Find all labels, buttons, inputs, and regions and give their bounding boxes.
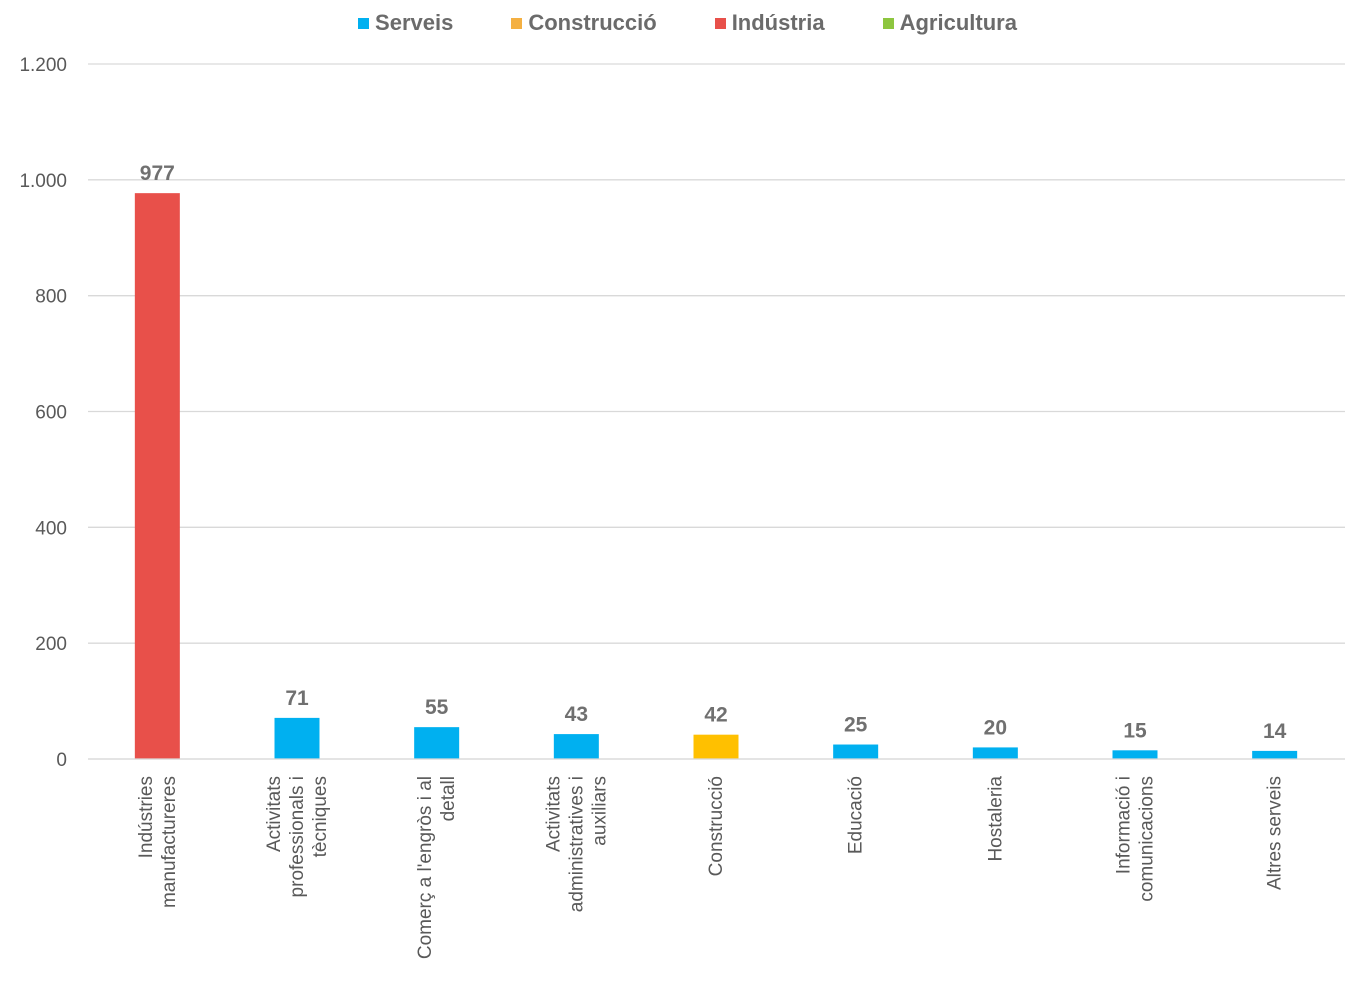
x-tick-label-line: Indústries: [136, 776, 157, 858]
legend-label: Agricultura: [899, 10, 1017, 35]
bar: [414, 727, 460, 759]
x-tick-label-line: detall: [438, 776, 459, 821]
data-label: 14: [1263, 720, 1287, 743]
x-tick-label-line: comunicacions: [1137, 776, 1158, 902]
data-label: 43: [565, 703, 588, 726]
x-tick-label-line: auxiliars: [589, 776, 610, 846]
data-label: 20: [984, 716, 1007, 739]
x-tick-label-line: Informació i: [1114, 776, 1135, 874]
x-tick-label: Educació: [846, 776, 867, 854]
x-tick-label: Informació i comunicacions: [1114, 776, 1158, 902]
data-label: 977: [140, 162, 175, 185]
x-tick-label: Construcció: [706, 776, 727, 876]
legend-swatch: [882, 17, 894, 29]
legend-item: Construcció: [511, 10, 657, 36]
y-tick-label: 1.200: [19, 55, 67, 76]
x-tick-label: Indústries manufactureres: [136, 776, 180, 908]
x-tick-label: Hostaleria: [985, 776, 1006, 862]
bar: [1252, 750, 1298, 759]
legend-label: Serveis: [375, 10, 454, 35]
bar: [693, 734, 739, 759]
data-label: 15: [1123, 719, 1147, 742]
bar: [972, 747, 1018, 759]
legend-item: Indústria: [714, 10, 825, 36]
data-label: 25: [844, 714, 868, 737]
x-tick-label-line: Educació: [846, 776, 867, 854]
data-label: 55: [425, 696, 449, 719]
legend-swatch: [714, 17, 726, 29]
bar: [553, 734, 599, 759]
x-tick-label-line: Altres serveis: [1265, 776, 1286, 890]
x-tick-label-line: Construcció: [706, 776, 727, 876]
legend-item: Serveis: [358, 10, 453, 36]
bar: [833, 744, 879, 759]
legend: Serveis Construcció Indústria Agricultura: [0, 10, 1345, 36]
bar: [134, 193, 180, 759]
legend-item: Agricultura: [882, 10, 1017, 36]
x-tick-label: Activitats professionals i tècniques: [264, 776, 331, 897]
bar: [274, 717, 320, 759]
data-label: 42: [704, 704, 727, 727]
legend-swatch: [511, 17, 523, 29]
x-tick-label-line: Activitats: [543, 776, 564, 852]
x-tick-label-line: tècniques: [310, 776, 331, 857]
legend-label: Construcció: [528, 10, 657, 35]
x-tick-label-line: Hostaleria: [985, 776, 1006, 862]
legend-swatch: [358, 17, 370, 29]
x-tick-label-line: Activitats: [264, 776, 285, 852]
y-tick-label: 1.000: [19, 171, 67, 192]
x-tick-label-line: professionals i: [287, 776, 308, 897]
legend-label: Indústria: [731, 10, 825, 35]
x-tick-label-line: manufactureres: [159, 776, 180, 908]
x-tick-label: Altres serveis: [1265, 776, 1286, 890]
y-tick-label: 400: [35, 518, 67, 539]
y-tick-label: 800: [35, 287, 67, 308]
y-tick-label: 200: [35, 634, 67, 655]
data-label: 71: [285, 687, 309, 710]
bar: [1112, 750, 1158, 759]
x-tick-label-line: Comerç a l'engròs i al: [415, 776, 436, 959]
x-tick-label: Activitats administratives i auxiliars: [543, 776, 610, 912]
y-tick-label: 0: [56, 750, 67, 771]
x-tick-label-line: administratives i: [566, 776, 587, 912]
x-tick-label: Comerç a l'engròs i al detall: [415, 776, 459, 959]
y-tick-label: 600: [35, 403, 67, 424]
